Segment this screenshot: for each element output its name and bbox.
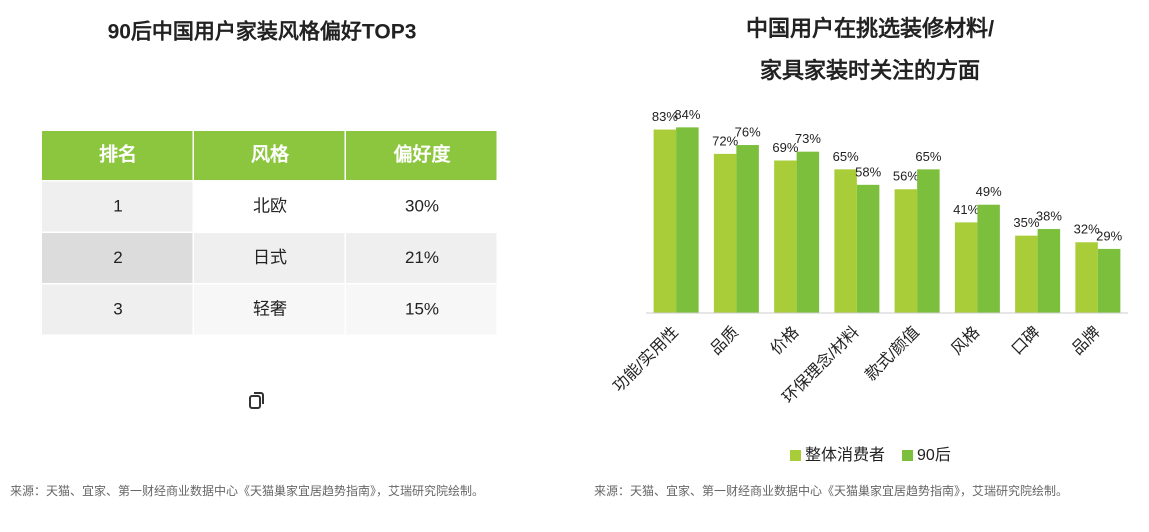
table-title: 90后中国用户家装风格偏好TOP3 [108,20,417,44]
bar [653,129,677,313]
cell-text: 2 [113,248,122,267]
bar [834,169,857,313]
value-label: 84% [674,107,700,122]
value-label: 65% [833,149,859,164]
legend-label: 整体消费者 [805,446,885,464]
x-tick-label: 品质 [707,323,742,358]
x-tick-label: 款式/颜值 [862,323,923,384]
value-label: 72% [712,133,738,148]
header-cell [194,131,345,180]
table-cell [42,284,193,335]
bar [856,184,880,313]
source-note: 来源：天猫、宜家、第一财经商业数据中心《天猫巢家宜居趋势指南》，艾瑞研究院绘制。 [594,484,1069,498]
table-cell [194,284,345,335]
table-cell [346,284,497,335]
value-label: 41% [953,202,979,217]
bar [676,127,699,313]
bar [954,222,978,313]
header-cell [346,131,497,180]
value-label: 69% [772,140,798,155]
header-text: 排名 [99,143,137,166]
value-label: 76% [735,124,761,139]
x-tick-label: 口碑 [1008,323,1043,358]
bar [894,189,918,313]
copy-glyph [254,392,264,404]
cell-text: 3 [113,300,122,319]
bar [1015,235,1038,313]
value-label: 83% [652,109,678,124]
cell-text: 日式 [253,248,287,267]
value-label: 32% [1074,222,1100,237]
bar [977,204,1000,313]
value-label: 58% [855,164,881,179]
table-cell [194,233,345,283]
table-cell [42,233,193,283]
bar [713,153,737,313]
bar [774,160,797,313]
bar [796,151,820,313]
chart-title: 家具家装时关注的方面 [760,58,980,83]
value-label: 38% [1036,208,1062,223]
bar [1075,242,1098,313]
bar [917,169,940,313]
table-cell [194,181,345,232]
copy-glyph [249,395,261,409]
table-cell [346,181,497,232]
legend-label: 90后 [917,446,951,464]
cell-text: 30% [405,197,439,216]
value-label: 56% [893,169,919,184]
cell-text: 1 [113,197,122,216]
x-tick-label: 品牌 [1068,323,1103,358]
value-label: 35% [1013,215,1039,230]
chart-title: 中国用户在挑选装修材料/ [746,16,994,41]
cell-text: 21% [405,248,439,267]
source-note: 来源：天猫、宜家、第一财经商业数据中心《天猫巢家宜居趋势指南》，艾瑞研究院绘制。 [10,484,485,498]
cell-text: 15% [405,300,439,319]
cell-text: 轻奢 [253,300,287,319]
header-text: 风格 [251,143,290,166]
x-tick-label: 价格 [767,323,802,358]
cell-text: 北欧 [253,197,287,216]
header-text: 偏好度 [393,143,451,166]
value-label: 73% [795,131,821,146]
value-label: 65% [915,149,941,164]
x-tick-label: 风格 [948,323,983,358]
header-cell [42,131,193,180]
legend-swatch [902,450,914,461]
bar [736,145,759,313]
value-label: 49% [976,184,1002,199]
copy-button[interactable] [238,382,276,420]
table-cell [42,181,193,232]
value-label: 29% [1096,228,1122,243]
bar [1037,229,1061,313]
copy-icon[interactable] [238,382,276,420]
bar [1097,248,1121,313]
table-cell [346,233,497,283]
legend-swatch [790,450,801,461]
x-tick-label: 功能/实用性 [609,323,681,395]
